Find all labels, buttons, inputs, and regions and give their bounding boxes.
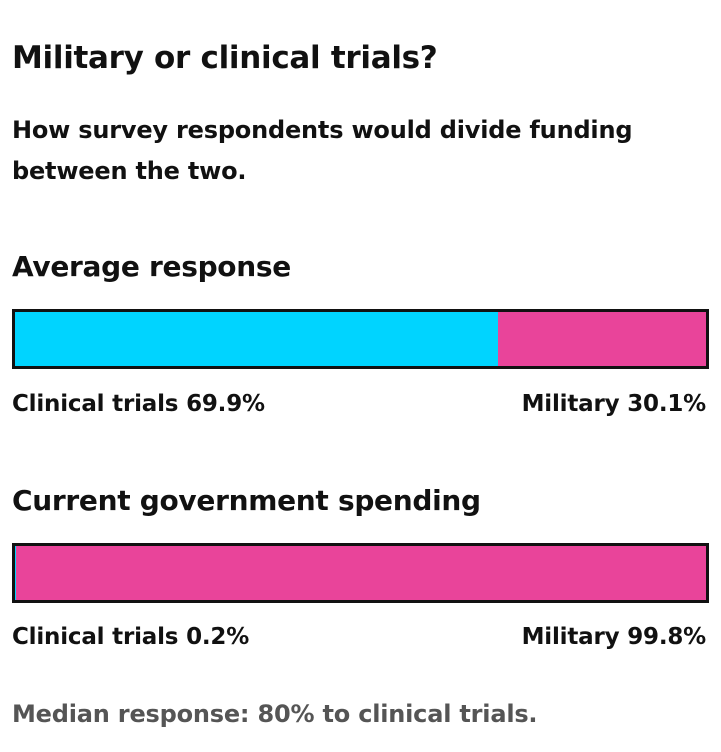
average-response-clinical-label: Clinical trials 69.9% <box>12 391 265 417</box>
median-footnote: Median response: 80% to clinical trials. <box>12 700 538 728</box>
government-spending-bar <box>12 543 709 603</box>
government-spending-military-label: Military 99.8% <box>521 624 707 650</box>
chart-title: Military or clinical trials? <box>12 40 438 76</box>
average-response-bar <box>12 309 709 369</box>
average-response-clinical-segment <box>15 312 498 366</box>
average-response-title: Average response <box>12 250 291 283</box>
government-spending-military-segment <box>16 546 706 600</box>
government-spending-clinical-segment <box>15 546 17 600</box>
average-response-military-segment <box>498 312 706 366</box>
average-response-military-label: Military 30.1% <box>521 391 707 417</box>
government-spending-clinical-label: Clinical trials 0.2% <box>12 624 250 650</box>
government-spending-title: Current government spending <box>12 484 481 517</box>
chart-subtitle: How survey respondents would divide fund… <box>12 116 633 185</box>
